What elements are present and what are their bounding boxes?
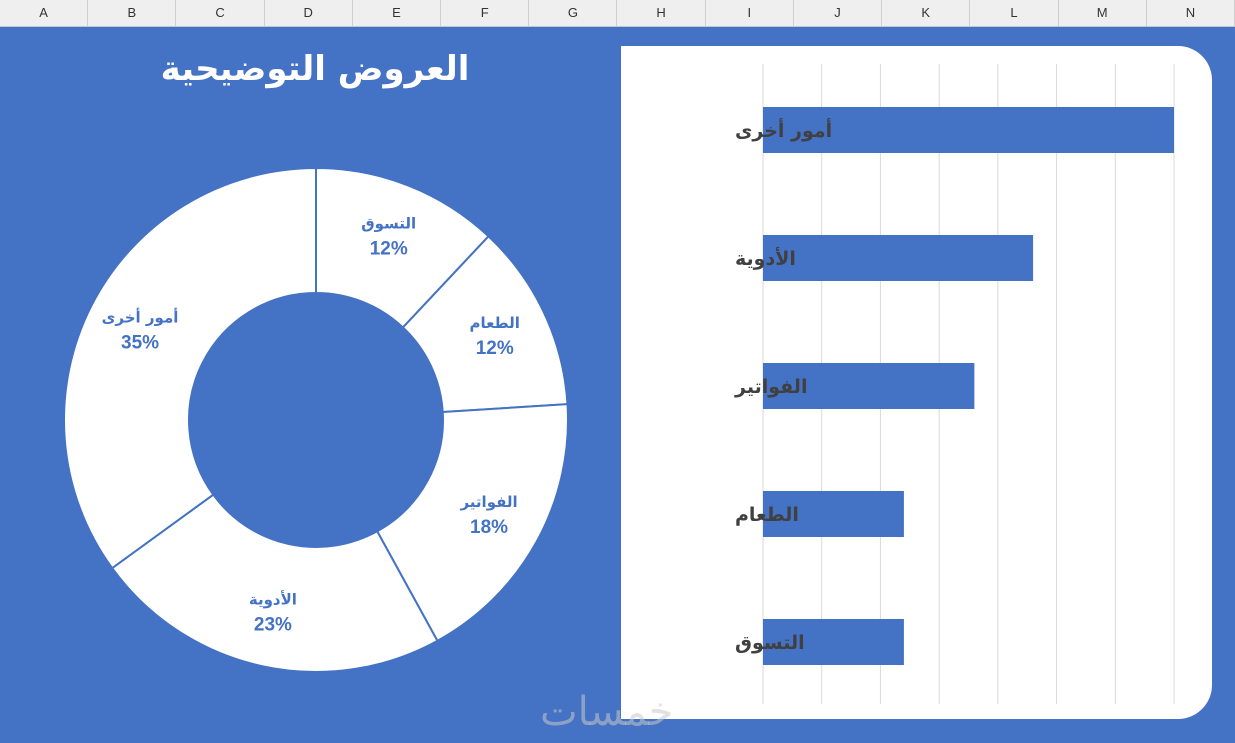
column-header-n[interactable]: N: [1147, 0, 1235, 26]
donut-chart: التسوق 12% الطعام 12% الفواتير 18% الأدوية 23% أ…: [63, 166, 569, 673]
slice-percent-label: 35%: [121, 332, 159, 353]
donut-slice: [375, 403, 569, 643]
column-header-h[interactable]: H: [618, 0, 706, 26]
slice-label: أمور أخرى: [102, 307, 179, 326]
bar-category-label: التسوق: [735, 632, 805, 654]
bar-category-label: الطعام: [735, 504, 799, 526]
column-header-a[interactable]: A: [0, 0, 89, 26]
slice-percent-label: 12%: [370, 238, 408, 259]
column-header-k[interactable]: K: [882, 0, 971, 26]
slice-percent-label: 18%: [470, 517, 508, 538]
slice-percent-label: 12%: [476, 338, 514, 359]
column-header-e[interactable]: E: [353, 0, 442, 26]
slice-label: الطعام: [469, 314, 519, 332]
column-header-c[interactable]: C: [176, 0, 265, 26]
bar: [763, 107, 1174, 153]
bar: [763, 619, 904, 665]
slice-label: التسوق: [361, 214, 416, 232]
bar-category-label: الفواتير: [734, 376, 807, 398]
slice-percent-label: 23%: [254, 615, 292, 636]
column-header-i[interactable]: I: [706, 0, 794, 26]
donut-slice: [110, 493, 439, 673]
column-header-j[interactable]: J: [794, 0, 883, 26]
bar-category-label: الأدوية: [735, 247, 796, 270]
bar-chart: أمور أخرى الأدوية الفواتير الطعام التسوق: [734, 64, 1175, 704]
slice-label: الفواتير: [459, 493, 517, 511]
bar: [763, 491, 904, 537]
bar-category-label: أمور أخرى: [735, 118, 832, 142]
column-header-g[interactable]: G: [529, 0, 618, 26]
chart-title: العروض التوضيحية: [160, 49, 470, 89]
watermark: خمسات: [540, 689, 674, 735]
column-header-f[interactable]: F: [441, 0, 530, 26]
donut-hole: [190, 294, 442, 546]
donut-slice: [63, 166, 317, 570]
column-header-l[interactable]: L: [970, 0, 1059, 26]
dashboard-area: العروض التوضيحية التسوق 12% الطعام 12% الفوا…: [0, 27, 1235, 743]
bar-chart-panel: أمور أخرى الأدوية الفواتير الطعام التسوق: [621, 46, 1212, 719]
slice-label: الأدوية: [249, 591, 297, 609]
column-header-d[interactable]: D: [265, 0, 353, 26]
column-header-b[interactable]: B: [88, 0, 177, 26]
column-header-m[interactable]: M: [1059, 0, 1147, 26]
bar: [763, 235, 1034, 281]
bar: [763, 363, 975, 409]
